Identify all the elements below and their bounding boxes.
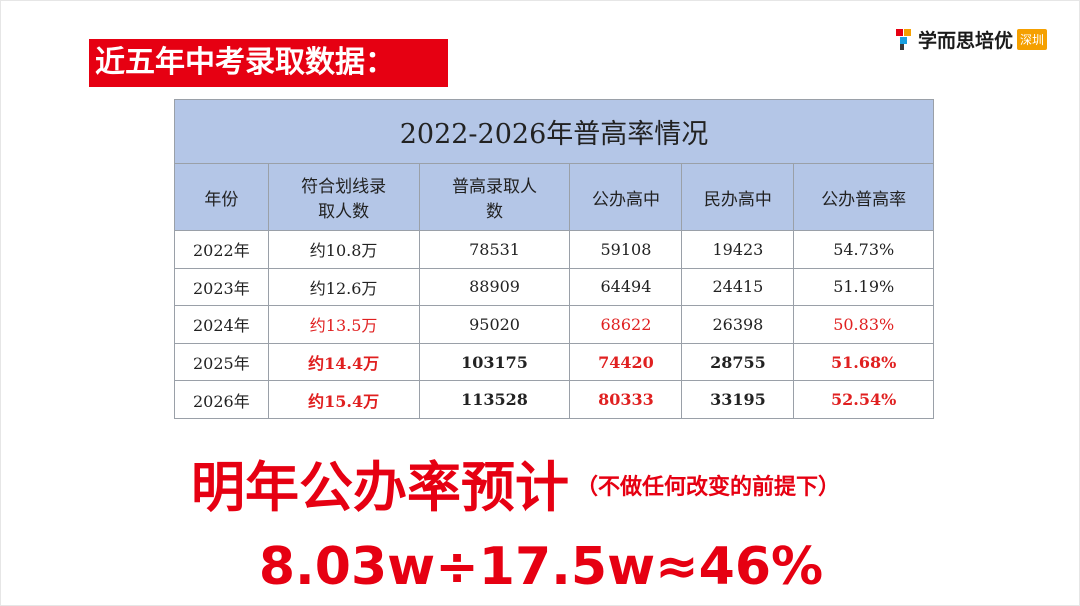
table-cell: 2025年: [174, 342, 269, 382]
column-header: 民办高中: [681, 163, 795, 231]
table-title: 2022-2026年普高率情况: [174, 99, 934, 164]
table-cell: 2024年: [174, 305, 269, 344]
column-header: 年份: [174, 163, 269, 231]
data-table: 2022-2026年普高率情况 年份 符合划线录取人数 普高录取人数 公办高中 民办高中…: [174, 99, 934, 419]
table-cell: 51.19%: [793, 267, 934, 307]
forecast-title: 明年公办率预计: [191, 456, 569, 519]
table-cell: 59108: [569, 230, 683, 269]
table-cell: 80333: [569, 380, 683, 419]
table-row: 2024年 约13.5万 95020 68622 26398 50.83%: [174, 305, 934, 344]
table-row: 2025年 约14.4万 103175 74420 28755 51.68%: [174, 342, 934, 382]
table-cell: 33195: [681, 380, 795, 419]
table-cell: 78531: [418, 230, 571, 269]
logo: 学而思培优 深圳: [894, 25, 1048, 53]
table-cell: 约14.4万: [267, 342, 420, 382]
table-cell: 约13.5万: [267, 305, 420, 344]
column-header: 符合划线录取人数: [267, 163, 420, 231]
table-row: 2022年 约10.8万 78531 59108 19423 54.73%: [174, 230, 934, 269]
table-cell: 51.68%: [793, 342, 934, 382]
table-cell: 54.73%: [793, 230, 934, 269]
table-cell: 74420: [569, 342, 683, 382]
table-cell: 约12.6万: [267, 267, 420, 307]
table-cell: 26398: [681, 305, 795, 344]
column-header-text: 普高录取人数: [452, 177, 538, 222]
table-cell: 约10.8万: [267, 230, 420, 269]
table-row: 2026年 约15.4万 113528 80333 33195 52.54%: [174, 380, 934, 419]
table-cell: 103175: [418, 342, 571, 382]
forecast-formula: 8.03w÷17.5w≈46%: [258, 537, 824, 597]
table-cell: 68622: [569, 305, 683, 344]
column-header-text: 民办高中: [703, 189, 772, 210]
table-cell: 2022年: [174, 230, 269, 269]
table-cell: 64494: [569, 267, 683, 307]
page-title: 近五年中考录取数据：: [89, 39, 448, 87]
column-header-text: 公办普高率: [821, 189, 907, 210]
table-cell: 约15.4万: [267, 380, 420, 419]
table-cell: 52.54%: [793, 380, 934, 419]
column-header-text: 年份: [204, 189, 239, 210]
logo-text: 学而思培优: [918, 29, 1014, 52]
logo-icon: [896, 29, 911, 50]
table-cell: 95020: [418, 305, 571, 344]
table-cell: 2023年: [174, 267, 269, 307]
column-header: 公办普高率: [793, 163, 934, 231]
column-header: 普高录取人数: [418, 163, 571, 231]
table-cell: 113528: [418, 380, 571, 419]
table-cell: 19423: [681, 230, 795, 269]
column-header-text: 符合划线录取人数: [301, 177, 387, 222]
logo-badge: 深圳: [1017, 28, 1048, 50]
table-cell: 24415: [681, 267, 795, 307]
table-cell: 28755: [681, 342, 795, 382]
table-cell: 2026年: [174, 380, 269, 419]
column-header-text: 公办高中: [591, 189, 660, 210]
forecast-note: （不做任何改变的前提下）: [576, 475, 841, 500]
table-row: 2023年 约12.6万 88909 64494 24415 51.19%: [174, 267, 934, 307]
column-header: 公办高中: [569, 163, 683, 231]
table-cell: 88909: [418, 267, 571, 307]
table-cell: 50.83%: [793, 305, 934, 344]
